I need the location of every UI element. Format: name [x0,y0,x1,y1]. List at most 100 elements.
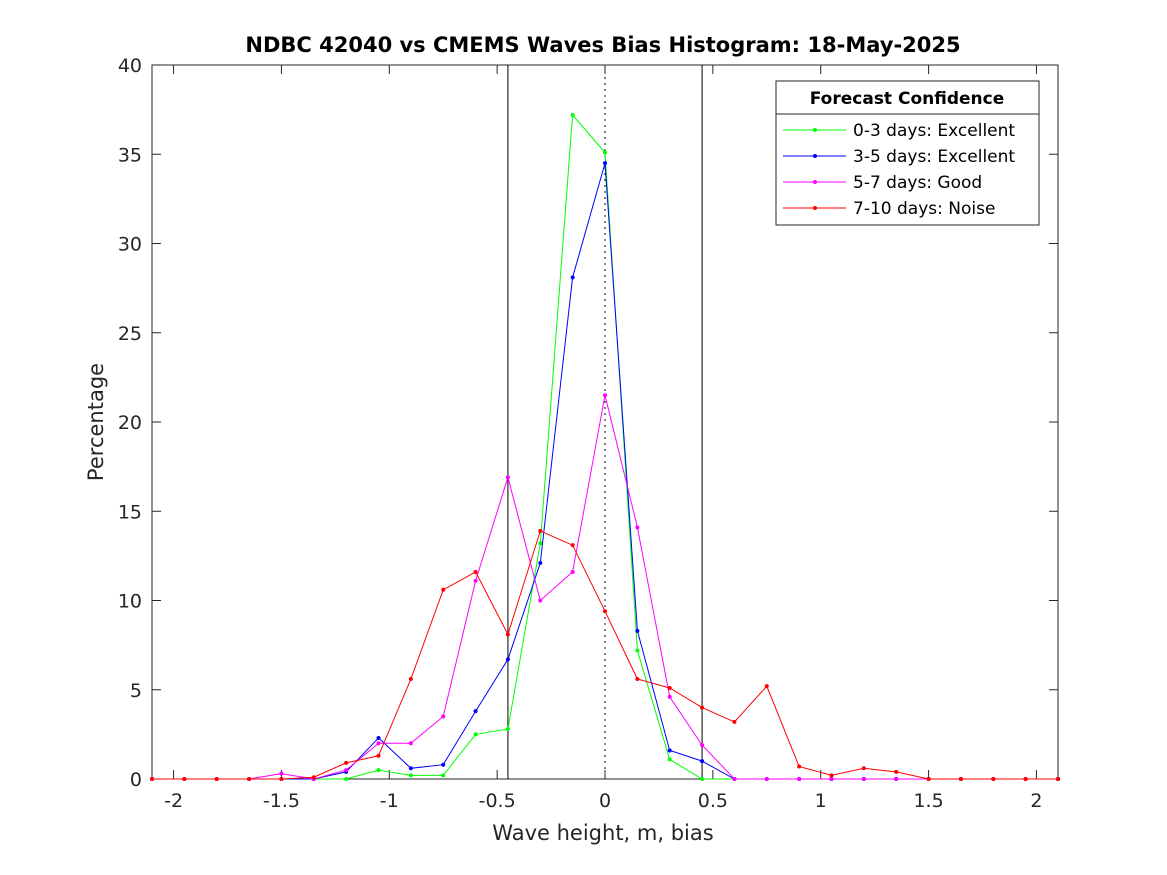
data-point [991,777,996,781]
legend-label: 7-10 days: Noise [853,199,995,219]
data-point [603,161,607,166]
data-point [505,727,510,732]
data-point [344,760,349,765]
data-point [247,777,252,781]
y-axis-label: Percentage [84,363,108,481]
data-point [861,766,866,771]
data-point [473,578,478,583]
data-point [344,768,349,773]
legend-entry: 0-3 days: Excellent [783,121,1015,141]
data-point [667,748,672,753]
data-point [667,694,672,699]
y-tick-label: 35 [118,144,142,166]
y-tick-label: 15 [118,501,142,523]
data-point [958,777,963,781]
data-point [214,777,219,781]
data-point [376,768,381,773]
data-point [441,762,446,767]
data-point [182,777,187,781]
data-point [505,632,510,637]
data-point [279,777,284,781]
legend-label: 0-3 days: Excellent [853,121,1015,141]
data-point [570,275,575,280]
legend-entries: 0-3 days: Excellent 3-5 days: Excellent 5-… [783,121,1015,219]
data-point [408,766,413,771]
data-point [441,773,446,778]
x-axis-label: Wave height, m, bias [492,821,713,845]
x-tick-label: -0.5 [479,790,516,812]
x-tick-label: 1.5 [913,790,943,812]
data-point [1023,777,1028,781]
x-tick-label: 1 [815,790,827,812]
data-point [635,648,640,653]
data-point [829,777,834,781]
data-point [441,587,446,592]
series-layer [150,112,1060,781]
data-point [700,743,705,748]
legend-entry: 5-7 days: Good [783,173,982,193]
data-point [279,771,284,776]
y-tick-label: 40 [118,55,142,77]
legend: Forecast Confidence 0-3 days: Excellent 3… [775,80,1040,226]
data-point [732,719,737,724]
legend-marker [813,154,817,158]
y-tick-label: 5 [130,680,142,702]
data-point [505,657,510,662]
legend-marker [813,180,817,184]
data-point [635,525,640,530]
data-point [797,777,802,781]
y-tick-label: 10 [118,591,142,613]
y-tick-label: 30 [118,234,142,256]
legend-label: 5-7 days: Good [853,173,982,193]
data-point [894,777,899,781]
data-point [570,543,575,548]
data-point [700,705,705,710]
data-point [603,150,607,155]
data-point [667,757,672,762]
data-point [408,741,413,746]
data-point [538,528,543,533]
data-point [797,764,802,769]
data-point [926,777,931,781]
legend-marker [813,128,817,132]
x-tick-label: 2 [1030,790,1042,812]
data-point [376,735,381,740]
data-point [861,777,866,781]
legend-entries-box [775,113,1040,226]
data-point [408,677,413,682]
legend-entry: 7-10 days: Noise [783,199,995,219]
data-point [732,777,737,781]
data-point [667,685,672,690]
data-point [150,777,154,781]
data-point [473,732,478,737]
data-point [505,475,510,480]
x-tick-label: -1 [380,790,399,812]
data-point [538,561,543,566]
y-tick-label: 0 [130,769,142,791]
legend-title: Forecast Confidence [810,89,1005,109]
series-3 [150,528,1060,781]
data-point [700,759,705,764]
legend-entry: 3-5 days: Excellent [783,147,1015,167]
data-point [344,777,349,781]
legend-marker [813,206,817,210]
data-point [603,393,607,398]
x-tick-label: -1.5 [263,790,300,812]
data-point [894,769,899,774]
data-point [700,777,705,781]
data-point [311,775,316,780]
data-point [538,541,543,546]
data-point [635,677,640,682]
data-point [764,777,769,781]
y-tick-label: 25 [118,323,142,345]
legend-title-box [775,80,1040,115]
chart-title: NDBC 42040 vs CMEMS Waves Bias Histogram… [245,33,960,57]
data-point [473,569,478,574]
data-point [764,684,769,689]
x-tick-label: 0.5 [698,790,728,812]
data-point [603,609,607,614]
data-point [570,569,575,574]
legend-label: 3-5 days: Excellent [853,147,1015,167]
